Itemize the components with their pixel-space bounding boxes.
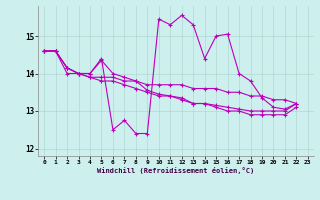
X-axis label: Windchill (Refroidissement éolien,°C): Windchill (Refroidissement éolien,°C) [97,167,255,174]
